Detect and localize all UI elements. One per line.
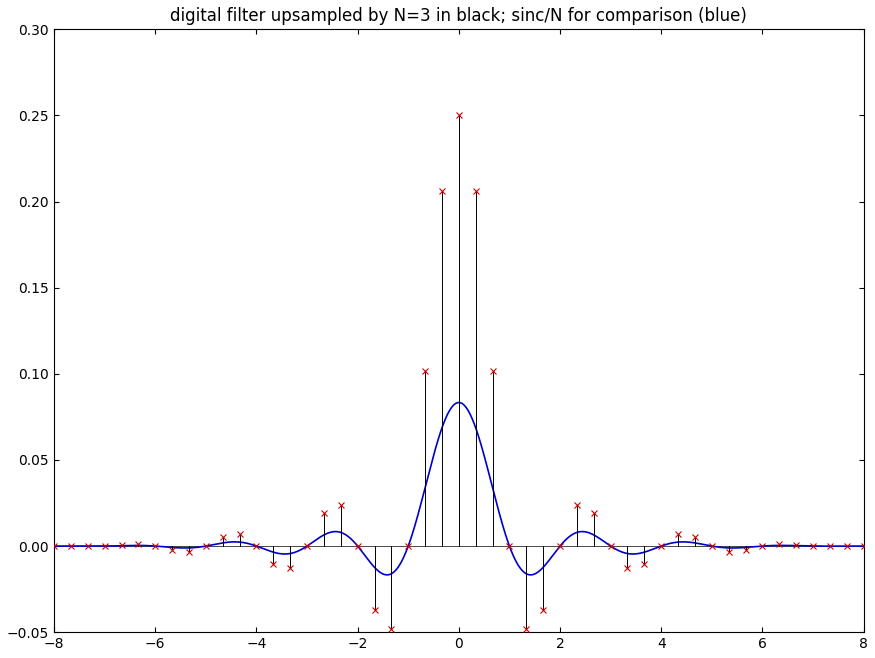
Title: digital filter upsampled by N=3 in black; sinc/N for comparison (blue): digital filter upsampled by N=3 in black…	[171, 7, 747, 25]
